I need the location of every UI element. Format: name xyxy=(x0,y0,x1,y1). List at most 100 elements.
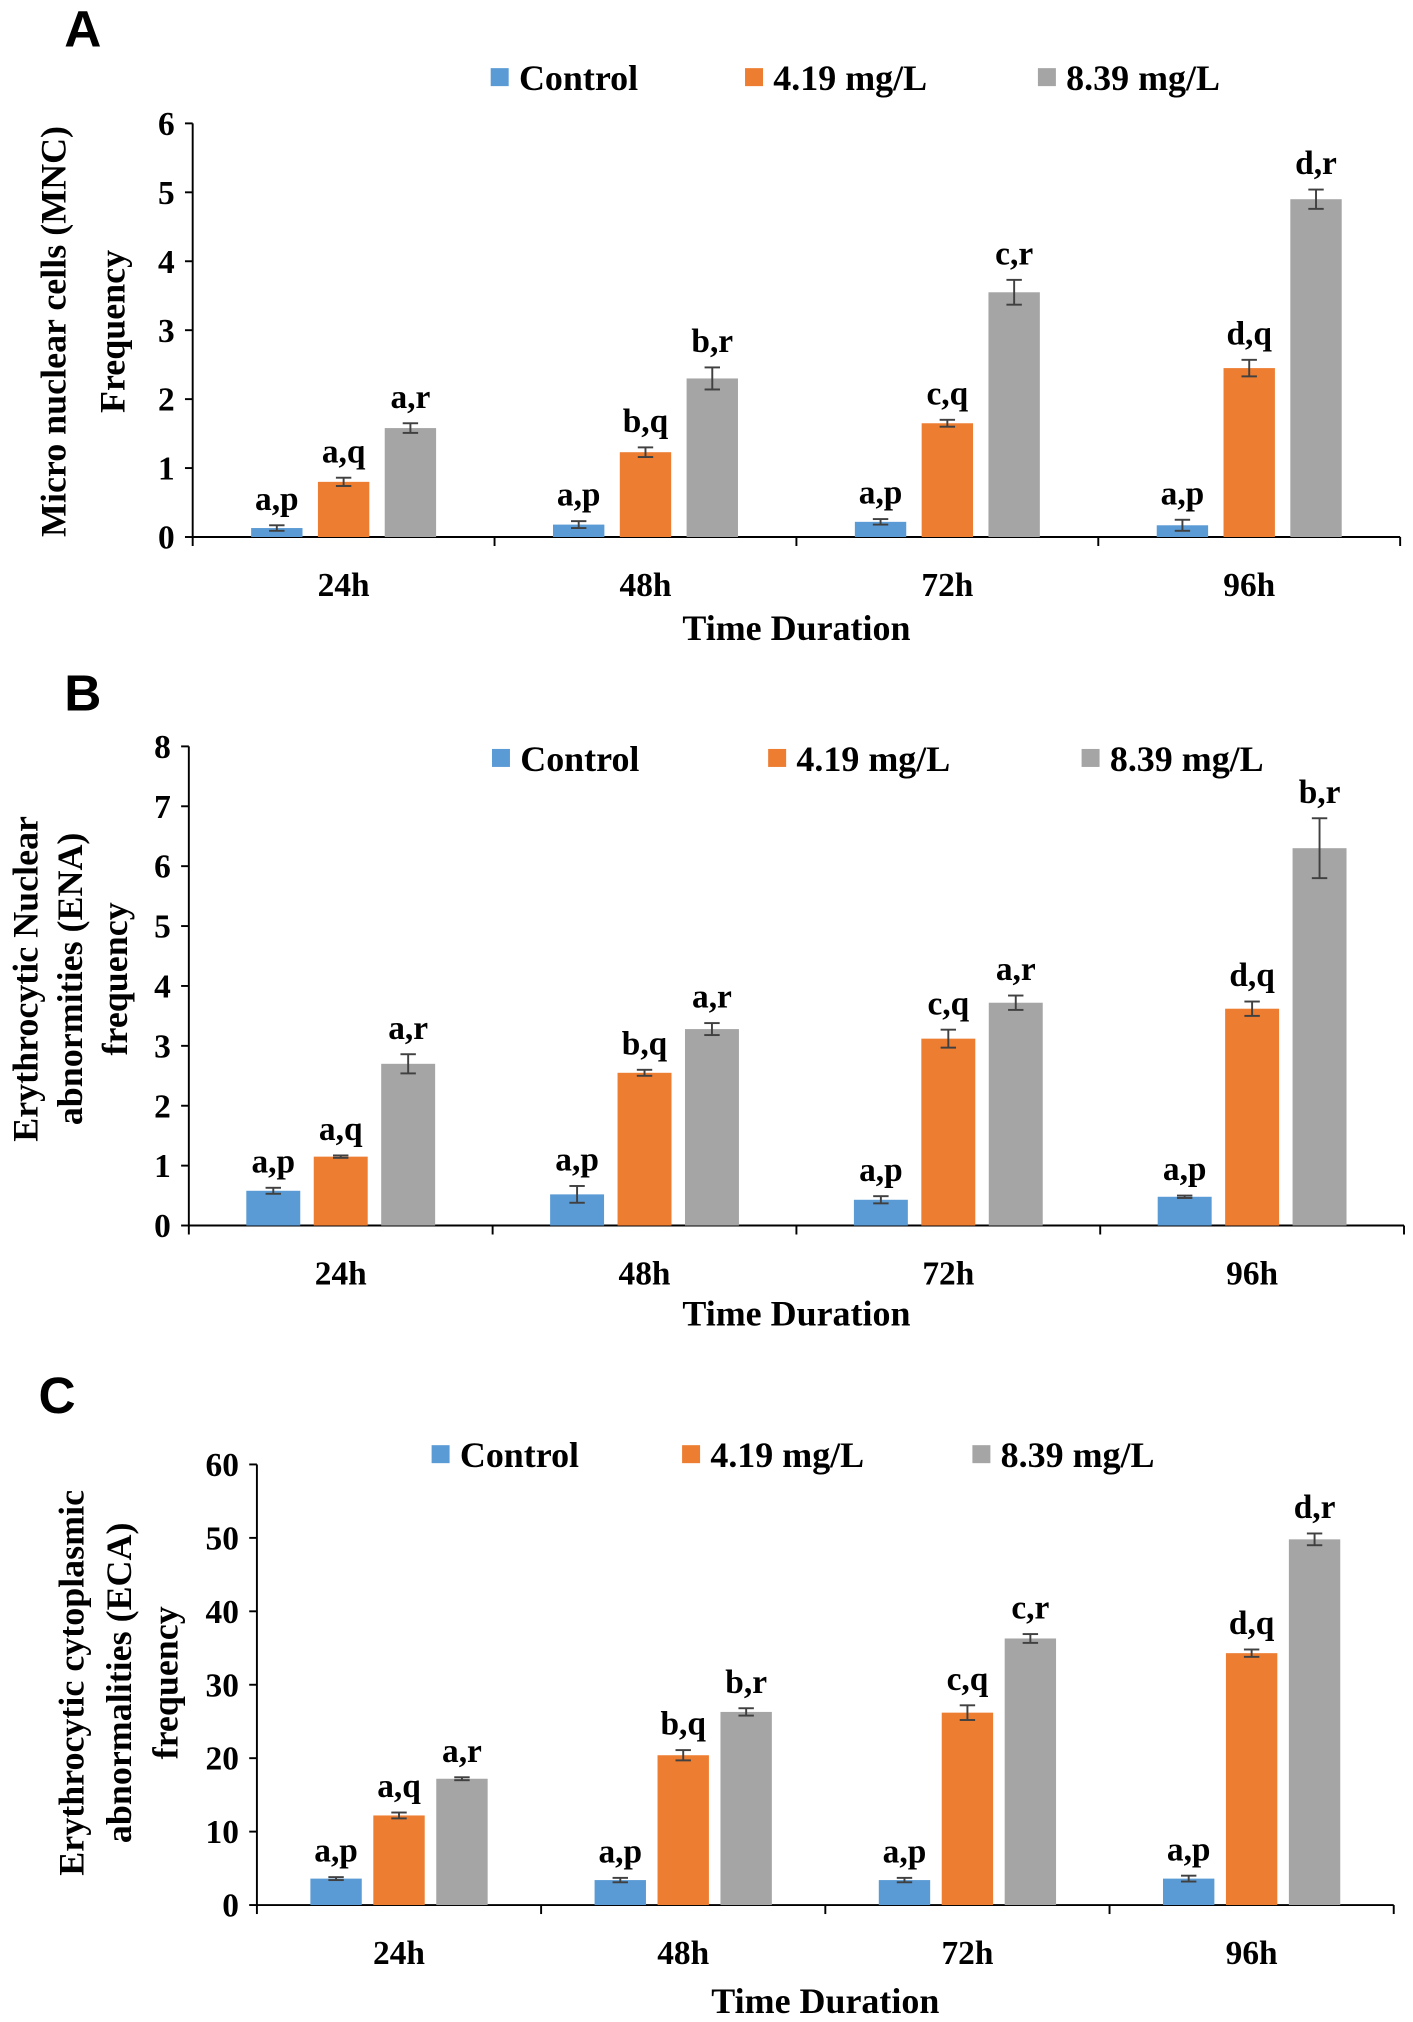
bar xyxy=(619,452,672,538)
legend-label: 8.39 mg/L xyxy=(1001,1435,1155,1475)
y-axis-title: abnormalities (ECA) xyxy=(99,1523,139,1844)
significance-label: c,q xyxy=(927,985,969,1022)
y-tick-label: 1 xyxy=(158,451,175,488)
y-tick-label: 6 xyxy=(158,106,175,143)
y-axis-title: abnormities (ENA) xyxy=(50,833,90,1126)
legend-label: Control xyxy=(460,1435,579,1475)
significance-label: b,q xyxy=(660,1706,706,1743)
significance-label: a,r xyxy=(388,1010,428,1047)
legend-label: Control xyxy=(520,739,639,779)
bar xyxy=(988,292,1040,538)
bar xyxy=(436,1778,488,1906)
significance-label: a,p xyxy=(1161,475,1205,512)
significance-label: a,r xyxy=(996,951,1036,988)
panel-letter: B xyxy=(64,663,101,721)
legend-swatch xyxy=(1037,68,1056,87)
x-axis-title: Time Duration xyxy=(711,1981,939,2021)
significance-label: a,r xyxy=(692,979,732,1016)
x-tick-label: 72h xyxy=(921,567,973,604)
significance-label: a,p xyxy=(255,481,299,518)
significance-label: c,q xyxy=(926,375,968,412)
x-tick-label: 48h xyxy=(657,1935,709,1972)
bar xyxy=(1290,199,1342,538)
y-tick-label: 50 xyxy=(206,1520,239,1557)
y-tick-label: 40 xyxy=(206,1594,239,1631)
legend-label: 4.19 mg/L xyxy=(773,58,927,98)
chart-panel-b: B 0 1 2 3 4 5 6 7 8 24h a,p a,q a,r 48h a,p b,q a,r 72h a,p… xyxy=(5,663,1405,1334)
significance-label: a,q xyxy=(377,1768,421,1805)
significance-label: d,q xyxy=(1229,957,1275,994)
x-tick-label: 24h xyxy=(373,1935,425,1972)
significance-label: a,r xyxy=(442,1733,482,1770)
significance-label: b,r xyxy=(691,323,733,360)
significance-label: a,p xyxy=(859,1152,903,1189)
y-axis-title: frequency xyxy=(145,1606,185,1759)
bar xyxy=(1157,1196,1212,1226)
chart-panel-c: C 0 10 20 30 40 50 60 24h a,p a,q a,r 48h a,p b,q b,r 72… xyxy=(39,1366,1395,2021)
bar xyxy=(1225,1008,1280,1226)
chart-panel-a: A 0 1 2 3 4 5 6 24h a,p a,q a,r 48h a,p b,q b,r 72h a,p c,… xyxy=(34,0,1402,648)
bar xyxy=(617,1072,672,1226)
x-tick-label: 72h xyxy=(922,1256,974,1293)
significance-label: c,r xyxy=(1011,1590,1049,1627)
panel-letter: C xyxy=(39,1366,76,1424)
significance-label: b,q xyxy=(623,403,669,440)
bar xyxy=(373,1815,425,1906)
y-tick-label: 3 xyxy=(158,313,175,350)
significance-label: c,r xyxy=(995,235,1033,272)
bar xyxy=(1225,1653,1278,1906)
significance-label: b,r xyxy=(725,1664,767,1701)
y-tick-label: 7 xyxy=(154,789,171,826)
bar xyxy=(381,1063,436,1226)
y-tick-label: 0 xyxy=(158,520,175,557)
y-tick-label: 10 xyxy=(206,1814,239,1851)
significance-label: d,r xyxy=(1295,145,1337,182)
significance-label: a,p xyxy=(557,477,601,514)
bar xyxy=(384,428,437,538)
bar xyxy=(594,1880,646,1906)
y-tick-label: 8 xyxy=(154,729,171,766)
legend-label: 8.39 mg/L xyxy=(1066,58,1220,98)
significance-label: d,q xyxy=(1226,315,1272,352)
bar xyxy=(313,1156,368,1226)
y-tick-label: 4 xyxy=(158,244,175,281)
legend-swatch xyxy=(431,1445,450,1464)
bar xyxy=(921,1038,976,1226)
x-tick-label: 24h xyxy=(315,1256,367,1293)
legend-label: 8.39 mg/L xyxy=(1110,739,1264,779)
significance-label: a,q xyxy=(322,433,366,470)
legend-swatch xyxy=(768,748,787,767)
x-tick-label: 48h xyxy=(620,567,672,604)
significance-label: a,p xyxy=(1163,1151,1207,1188)
x-tick-label: 24h xyxy=(318,567,370,604)
bar xyxy=(317,481,370,538)
y-tick-label: 5 xyxy=(154,909,171,946)
x-axis-title: Time Duration xyxy=(682,1294,910,1334)
bar xyxy=(720,1711,772,1906)
y-tick-label: 60 xyxy=(206,1447,239,1484)
legend-swatch xyxy=(490,68,509,87)
legend-label: Control xyxy=(519,58,638,98)
y-tick-label: 1 xyxy=(154,1148,171,1185)
bar xyxy=(1288,1539,1341,1906)
legend-label: 4.19 mg/L xyxy=(710,1435,864,1475)
legend-swatch xyxy=(745,68,764,87)
y-tick-label: 0 xyxy=(222,1888,239,1925)
significance-label: a,p xyxy=(883,1833,927,1870)
bar xyxy=(921,423,974,538)
x-tick-label: 48h xyxy=(619,1256,671,1293)
y-tick-label: 2 xyxy=(158,382,175,419)
bar xyxy=(552,524,605,538)
bar xyxy=(1292,848,1347,1226)
legend-swatch xyxy=(972,1445,991,1464)
significance-label: b,r xyxy=(1299,774,1341,811)
significance-label: a,r xyxy=(390,379,430,416)
significance-label: b,q xyxy=(622,1025,668,1062)
bar xyxy=(988,1002,1043,1226)
legend-label: 4.19 mg/L xyxy=(796,739,950,779)
significance-label: a,p xyxy=(1167,1831,1211,1868)
y-tick-label: 20 xyxy=(206,1741,239,1778)
bar xyxy=(941,1712,994,1906)
significance-label: c,q xyxy=(947,1661,989,1698)
